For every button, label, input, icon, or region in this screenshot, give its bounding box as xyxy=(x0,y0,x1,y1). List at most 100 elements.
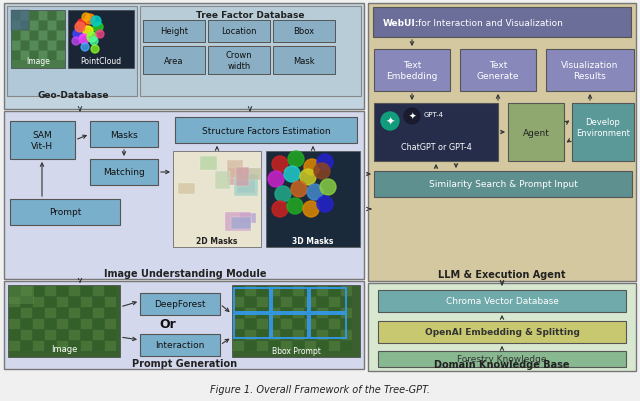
Text: Geo-Database: Geo-Database xyxy=(37,90,109,99)
Bar xyxy=(143,21,205,43)
Text: Bbox Prompt: Bbox Prompt xyxy=(271,346,321,356)
Bar xyxy=(269,308,280,318)
Text: for Interaction and Visualization: for Interaction and Visualization xyxy=(418,18,563,27)
Bar xyxy=(233,319,244,329)
Bar xyxy=(7,7,137,97)
Bar xyxy=(69,286,80,296)
Bar xyxy=(81,330,92,340)
Circle shape xyxy=(272,157,288,172)
Text: Image Understanding Module: Image Understanding Module xyxy=(104,268,266,278)
Bar xyxy=(81,308,92,318)
Text: Image: Image xyxy=(51,344,77,354)
Bar xyxy=(57,22,65,31)
Bar xyxy=(374,104,498,162)
Text: PointCloud: PointCloud xyxy=(81,57,122,66)
Bar xyxy=(341,330,352,340)
Bar xyxy=(233,286,244,296)
Bar xyxy=(57,12,65,21)
Circle shape xyxy=(96,31,104,39)
Circle shape xyxy=(288,152,304,168)
Bar xyxy=(57,42,65,51)
Bar xyxy=(4,4,364,110)
Bar xyxy=(269,297,280,307)
Bar xyxy=(93,297,104,307)
Bar xyxy=(69,341,80,351)
Text: Text
Generate: Text Generate xyxy=(477,61,519,81)
Bar xyxy=(341,308,352,318)
Bar xyxy=(293,286,304,296)
Circle shape xyxy=(91,46,99,54)
Circle shape xyxy=(72,38,80,46)
Circle shape xyxy=(275,186,291,203)
Bar xyxy=(33,308,44,318)
Circle shape xyxy=(304,160,320,176)
Text: Masks: Masks xyxy=(110,130,138,139)
Text: Crown
width: Crown width xyxy=(226,51,252,71)
Bar xyxy=(12,42,20,51)
Text: Mask: Mask xyxy=(293,57,315,65)
Bar xyxy=(378,321,626,343)
Bar xyxy=(257,308,268,318)
Bar xyxy=(33,330,44,340)
Text: Height: Height xyxy=(160,27,188,36)
Bar xyxy=(329,286,340,296)
Text: Prompt: Prompt xyxy=(49,208,81,217)
Bar xyxy=(281,297,292,307)
Bar xyxy=(305,297,316,307)
Bar xyxy=(12,22,20,31)
Bar xyxy=(8,285,120,357)
Bar xyxy=(200,157,217,170)
Bar xyxy=(4,112,364,279)
Bar xyxy=(69,319,80,329)
Bar xyxy=(305,330,316,340)
Bar xyxy=(9,297,20,307)
Text: 2D Masks: 2D Masks xyxy=(196,237,237,246)
Bar xyxy=(374,50,450,92)
Bar xyxy=(21,341,32,351)
Bar xyxy=(233,330,244,340)
Bar xyxy=(572,104,634,162)
Bar xyxy=(9,286,34,304)
Bar xyxy=(39,12,47,21)
Bar xyxy=(329,341,340,351)
Bar xyxy=(11,11,65,69)
Bar xyxy=(245,330,256,340)
Circle shape xyxy=(85,15,95,25)
Bar xyxy=(236,168,261,180)
Text: ✦: ✦ xyxy=(408,112,416,121)
Circle shape xyxy=(287,198,303,215)
Text: WebUI:: WebUI: xyxy=(383,18,419,27)
Bar xyxy=(281,286,292,296)
Bar xyxy=(233,297,244,307)
Bar xyxy=(281,341,292,351)
Bar xyxy=(57,308,68,318)
Text: Area: Area xyxy=(164,57,184,65)
Bar xyxy=(48,22,56,31)
Bar xyxy=(57,341,68,351)
Text: OpenAI Embedding & Splitting: OpenAI Embedding & Splitting xyxy=(424,328,579,337)
Bar xyxy=(11,11,29,31)
Bar xyxy=(317,330,328,340)
Bar xyxy=(57,297,68,307)
Bar xyxy=(30,42,38,51)
Bar xyxy=(305,286,316,296)
Bar xyxy=(245,341,256,351)
Bar xyxy=(237,174,255,194)
Bar xyxy=(48,52,56,61)
Bar xyxy=(305,308,316,318)
Bar xyxy=(33,341,44,351)
Bar xyxy=(45,308,56,318)
Bar xyxy=(317,308,328,318)
Bar xyxy=(378,290,626,312)
Bar xyxy=(9,286,20,296)
Bar xyxy=(317,341,328,351)
Bar xyxy=(329,319,340,329)
Bar xyxy=(233,341,244,351)
Bar xyxy=(272,314,308,338)
Text: Figure 1. Overall Framework of the Tree-GPT.: Figure 1. Overall Framework of the Tree-… xyxy=(210,384,430,394)
Bar xyxy=(105,308,116,318)
Text: Matching: Matching xyxy=(103,168,145,177)
Bar xyxy=(9,341,20,351)
Bar xyxy=(10,200,120,225)
Bar xyxy=(341,319,352,329)
